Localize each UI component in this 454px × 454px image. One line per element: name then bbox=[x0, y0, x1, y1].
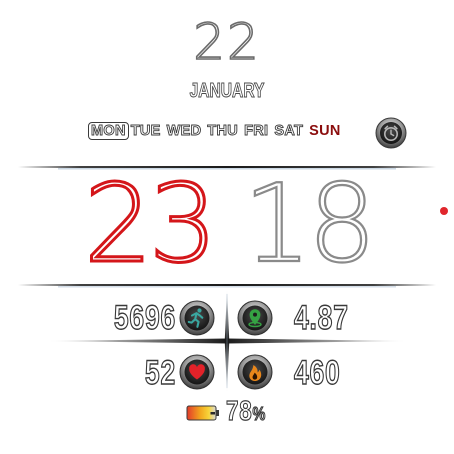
battery-value: 78 bbox=[226, 395, 253, 426]
weekday-wed: WED bbox=[167, 123, 202, 139]
battery-unit: % bbox=[253, 404, 267, 424]
steps-count: 5696 bbox=[90, 298, 176, 338]
battery-percentage: 78% bbox=[226, 395, 266, 430]
weekday-mon: MON bbox=[88, 122, 129, 140]
distance-value: 4.87 bbox=[294, 298, 349, 338]
weekday-sat: SAT bbox=[274, 123, 303, 139]
battery-icon bbox=[186, 405, 220, 421]
day-number: 22 bbox=[0, 14, 454, 70]
stats-crosshair bbox=[0, 284, 454, 398]
weekday-tue: TUE bbox=[131, 123, 161, 139]
location-pin-icon[interactable] bbox=[237, 300, 273, 336]
heart-icon[interactable] bbox=[179, 354, 215, 390]
time-minutes: 18 bbox=[243, 166, 372, 284]
weekday-row: MON TUE WED THU FRI SAT SUN bbox=[88, 121, 347, 141]
time-hours: 23 bbox=[84, 166, 213, 284]
weekday-fri: FRI bbox=[244, 123, 268, 139]
weekday-thu: THU bbox=[207, 123, 238, 139]
top-divider-line bbox=[18, 164, 436, 172]
alarm-clock-icon[interactable] bbox=[375, 117, 407, 149]
seconds-dot bbox=[440, 207, 448, 215]
running-person-icon[interactable] bbox=[179, 300, 215, 336]
weekday-sun: SUN bbox=[309, 123, 341, 139]
month-name: JANUARY bbox=[50, 80, 404, 102]
calories-value: 460 bbox=[294, 353, 341, 393]
heart-rate-value: 52 bbox=[90, 353, 176, 393]
flame-icon[interactable] bbox=[237, 354, 273, 390]
